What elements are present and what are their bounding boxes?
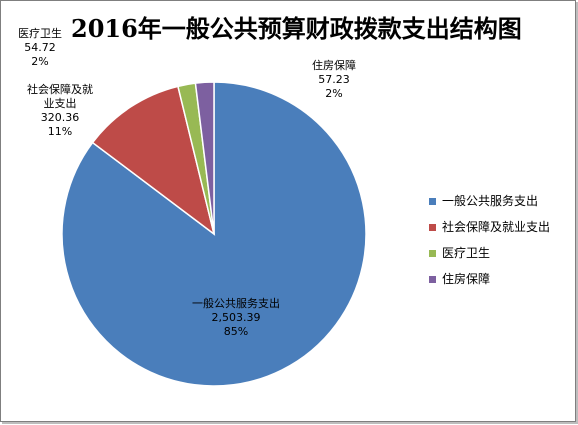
slice-label-value: 320.36: [40, 111, 80, 124]
legend-label: 医疗卫生: [442, 246, 491, 260]
chart-title: 2016年一般公共预算财政拨款支出结构图: [71, 14, 522, 43]
legend-item: 一般公共服务支出: [429, 188, 550, 214]
slice-label-name: 一般公共服务支出: [192, 297, 280, 310]
legend-label: 社会保障及就业支出: [442, 220, 551, 234]
slice-label-value: 57.23: [318, 73, 350, 86]
slice-label-name: 住房保障: [312, 59, 356, 72]
slice-label-percent: 85%: [223, 325, 249, 338]
legend-swatch: [429, 223, 436, 231]
legend-label: 一般公共服务支出: [442, 194, 539, 208]
legend-label: 住房保障: [442, 272, 491, 286]
slice-label-percent: 11%: [47, 125, 73, 138]
legend-swatch: [429, 249, 436, 257]
chart-legend: 一般公共服务支出 社会保障及就业支出 医疗卫生 住房保障: [429, 188, 550, 292]
slice-housing: [194, 81, 215, 235]
legend-item: 住房保障: [429, 266, 550, 292]
pie-slices: [61, 81, 367, 387]
legend-item: 医疗卫生: [429, 240, 550, 266]
slice-label-housing: 住房保障 57.23 2%: [301, 59, 367, 101]
slice-label-percent: 2%: [325, 87, 343, 100]
slice-social-security: [91, 85, 216, 236]
slice-label-name: 社会保障及就 业支出: [27, 83, 93, 110]
slice-label-value: 54.72: [24, 41, 56, 54]
slice-label-social-security: 社会保障及就 业支出 320.36 11%: [5, 83, 115, 139]
slice-label-value: 2,503.39: [211, 311, 261, 324]
slice-label-percent: 2%: [31, 55, 49, 68]
legend-swatch: [429, 275, 436, 283]
legend-swatch: [429, 197, 436, 205]
slice-label-name: 医疗卫生: [18, 27, 62, 40]
slice-label-general-public-services: 一般公共服务支出 2,503.39 85%: [176, 297, 296, 339]
slice-label-health: 医疗卫生 54.72 2%: [9, 27, 71, 69]
legend-item: 社会保障及就业支出: [429, 214, 550, 240]
